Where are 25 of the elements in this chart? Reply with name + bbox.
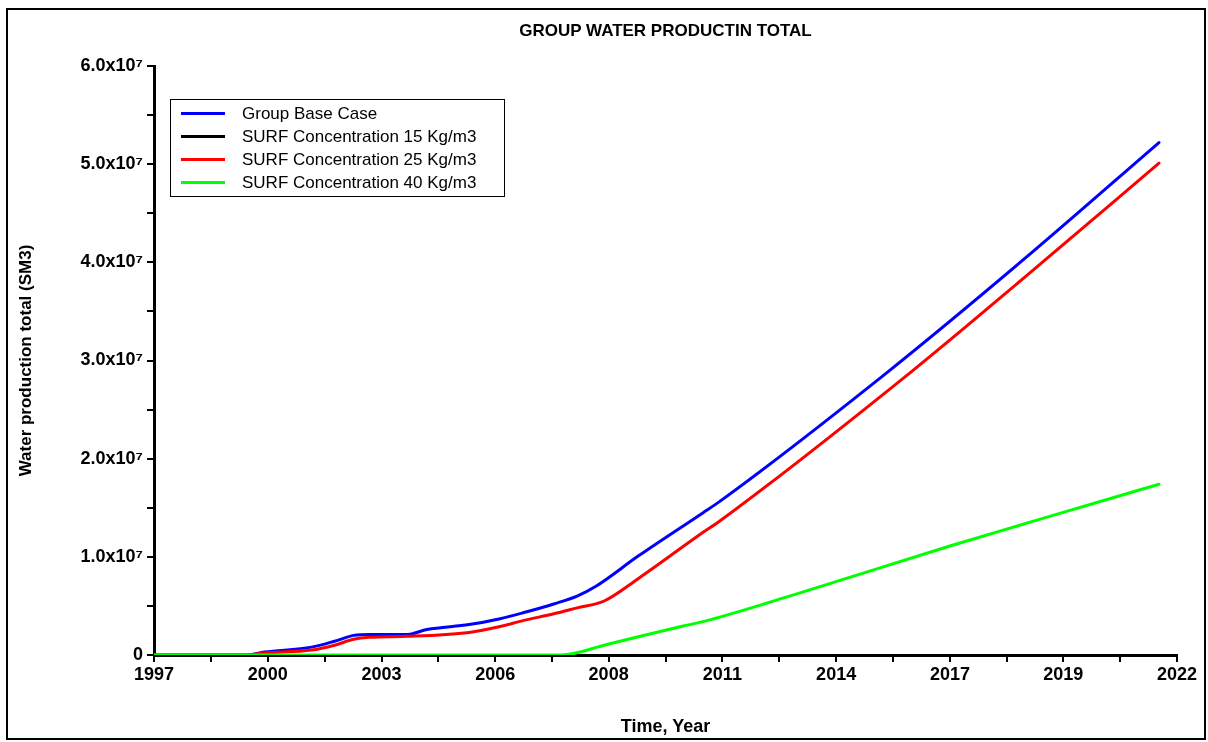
x-tick-label: 2022 bbox=[1156, 663, 1198, 684]
x-axis-title: Time, Year bbox=[620, 716, 711, 737]
line-series bbox=[154, 482, 1161, 655]
y-tick-label: 3.0x10⁷ bbox=[80, 349, 143, 370]
legend-label: SURF Concentration 25 Kg/m3 bbox=[242, 149, 477, 171]
chart-title: GROUP WATER PRODUCTIN TOTAL bbox=[519, 20, 812, 40]
y-tick-label: 5.0x10⁷ bbox=[80, 153, 143, 174]
y-tick-label: 4.0x10⁷ bbox=[80, 251, 143, 272]
y-axis-title: Water production total (SM3) bbox=[15, 244, 35, 477]
y-tick-label: 2.0x10⁷ bbox=[80, 447, 143, 468]
x-tick-label: 2006 bbox=[475, 663, 516, 684]
y-tick-label: 1.0x10⁷ bbox=[80, 545, 143, 566]
legend-label: SURF Concentration 15 Kg/m3 bbox=[242, 126, 477, 148]
x-tick-label: 2000 bbox=[247, 663, 288, 684]
x-tick-label: 2003 bbox=[361, 663, 402, 684]
legend-label: Group Base Case bbox=[242, 103, 378, 125]
y-tick-label: 0 bbox=[132, 643, 143, 664]
x-tick-label: 2014 bbox=[816, 663, 857, 684]
x-tick-label: 1997 bbox=[133, 663, 175, 684]
x-tick-label: 2011 bbox=[702, 663, 742, 684]
x-tick-label: 2019 bbox=[1043, 663, 1084, 684]
legend-label: SURF Concentration 40 Kg/m3 bbox=[242, 172, 477, 194]
x-tick-label: 2008 bbox=[588, 663, 629, 684]
x-tick-label: 2017 bbox=[929, 663, 970, 684]
y-tick-label: 6.0x10⁷ bbox=[80, 54, 143, 75]
